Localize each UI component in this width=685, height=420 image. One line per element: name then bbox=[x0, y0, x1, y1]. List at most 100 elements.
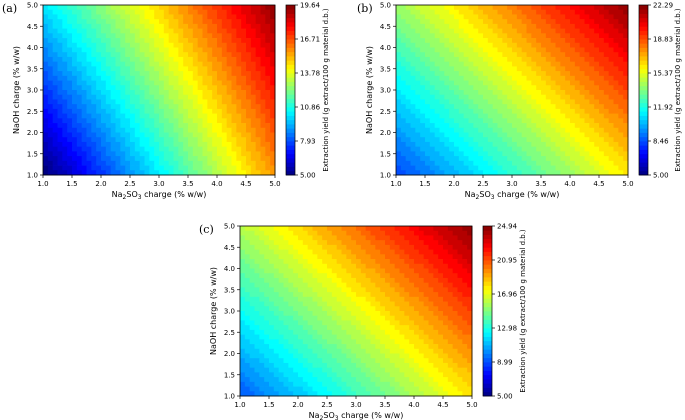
heatmap-cell bbox=[96, 94, 102, 100]
heatmap-cell bbox=[613, 151, 619, 157]
heatmap-cell bbox=[192, 123, 199, 129]
heatmap-cell bbox=[120, 141, 126, 148]
heatmap-cell bbox=[550, 47, 556, 53]
heatmap-cell bbox=[226, 118, 232, 124]
heatmap-cell bbox=[240, 273, 246, 279]
heatmap-cell bbox=[173, 85, 179, 91]
heatmap-cell bbox=[404, 339, 410, 345]
heatmap-cell bbox=[351, 244, 357, 251]
heatmap-cell bbox=[599, 71, 605, 77]
heatmap-cell bbox=[418, 263, 425, 269]
heatmap-cell bbox=[502, 108, 508, 115]
heatmap-cell bbox=[492, 14, 498, 20]
heatmap-cell bbox=[478, 146, 484, 152]
heatmap-cell bbox=[221, 23, 228, 30]
heatmap-cell bbox=[265, 9, 271, 15]
heatmap-cell bbox=[293, 301, 299, 307]
heatmap-cell bbox=[72, 56, 78, 63]
heatmap-cell bbox=[120, 123, 126, 129]
heatmap-cell bbox=[183, 19, 189, 25]
heatmap-cell bbox=[385, 344, 391, 350]
heatmap-cell bbox=[67, 123, 73, 129]
heatmap-cell bbox=[134, 94, 141, 100]
heatmap-cell bbox=[72, 19, 78, 25]
heatmap-cell bbox=[536, 104, 542, 110]
heatmap-cell bbox=[134, 156, 141, 162]
heatmap-cell bbox=[531, 33, 537, 39]
heatmap-cell bbox=[375, 263, 381, 269]
heatmap-cell bbox=[72, 80, 78, 86]
heatmap-cell bbox=[57, 52, 63, 58]
heatmap-cell bbox=[478, 85, 484, 91]
heatmap-cell bbox=[331, 263, 338, 269]
heatmap-cell bbox=[302, 240, 309, 246]
heatmap-cell bbox=[394, 315, 400, 321]
heatmap-cell bbox=[550, 33, 556, 39]
heatmap-cell bbox=[264, 292, 270, 298]
heatmap-cell bbox=[492, 75, 498, 81]
heatmap-cell bbox=[443, 315, 449, 321]
heatmap-cell bbox=[483, 127, 489, 133]
heatmap-cell bbox=[449, 108, 455, 115]
heatmap-cell bbox=[462, 244, 468, 251]
heatmap-cell bbox=[221, 9, 228, 15]
heatmap-cell bbox=[139, 19, 145, 25]
heatmap-cell bbox=[139, 132, 145, 138]
heatmap-cell bbox=[623, 33, 629, 39]
heatmap-cell bbox=[483, 165, 489, 171]
heatmap-cell bbox=[159, 146, 165, 152]
heatmap-cell bbox=[120, 56, 126, 63]
heatmap-cell bbox=[226, 170, 232, 176]
heatmap-cell bbox=[550, 170, 556, 176]
heatmap-cell bbox=[507, 104, 513, 110]
heatmap-cell bbox=[259, 282, 265, 288]
heatmap-cell bbox=[312, 306, 318, 312]
heatmap-cell bbox=[434, 71, 440, 77]
heatmap-cell bbox=[507, 23, 513, 30]
heatmap-cell bbox=[91, 113, 97, 119]
heatmap-cell bbox=[550, 42, 556, 48]
heatmap-cell bbox=[278, 273, 284, 279]
heatmap-cell bbox=[260, 170, 266, 176]
heatmap-cell bbox=[405, 146, 411, 152]
heatmap-cell bbox=[101, 108, 107, 115]
heatmap-cell bbox=[405, 170, 411, 176]
heatmap-cell bbox=[249, 230, 255, 236]
heatmap-cell bbox=[249, 259, 255, 265]
heatmap-cell bbox=[394, 292, 400, 298]
heatmap-cell bbox=[463, 38, 469, 44]
heatmap-cell bbox=[594, 104, 600, 110]
heatmap-cell bbox=[444, 80, 450, 86]
heatmap-cell bbox=[443, 282, 449, 288]
heatmap-cell bbox=[62, 75, 68, 81]
heatmap-cell bbox=[207, 47, 213, 53]
heatmap-cell bbox=[212, 85, 218, 91]
heatmap-cell bbox=[447, 353, 454, 359]
heatmap-cell bbox=[512, 160, 518, 166]
heatmap-cell bbox=[439, 141, 445, 148]
heatmap-cell bbox=[468, 80, 474, 86]
heatmap-cell bbox=[207, 137, 213, 143]
heatmap-cell bbox=[584, 42, 590, 48]
heatmap-cell bbox=[603, 23, 610, 30]
heatmap-cell bbox=[221, 14, 228, 20]
heatmap-cell bbox=[560, 14, 566, 20]
heatmap-cell bbox=[217, 118, 223, 124]
heatmap-cell bbox=[101, 123, 107, 129]
heatmap-cell bbox=[429, 5, 436, 11]
heatmap-cell bbox=[178, 123, 184, 129]
heatmap-cell bbox=[67, 80, 73, 86]
heatmap-cell bbox=[468, 56, 474, 63]
heatmap-cell bbox=[101, 113, 107, 119]
heatmap-cell bbox=[483, 151, 489, 157]
heatmap-cell bbox=[221, 137, 228, 143]
heatmap-cell bbox=[86, 165, 92, 171]
heatmap-cell bbox=[322, 320, 328, 326]
heatmap-cell bbox=[468, 5, 474, 11]
heatmap-cell bbox=[375, 259, 381, 265]
heatmap-cell bbox=[159, 90, 165, 96]
heatmap-cell bbox=[444, 5, 450, 11]
heatmap-cell bbox=[86, 71, 92, 77]
heatmap-cell bbox=[405, 132, 411, 138]
heatmap-cell bbox=[454, 28, 460, 34]
